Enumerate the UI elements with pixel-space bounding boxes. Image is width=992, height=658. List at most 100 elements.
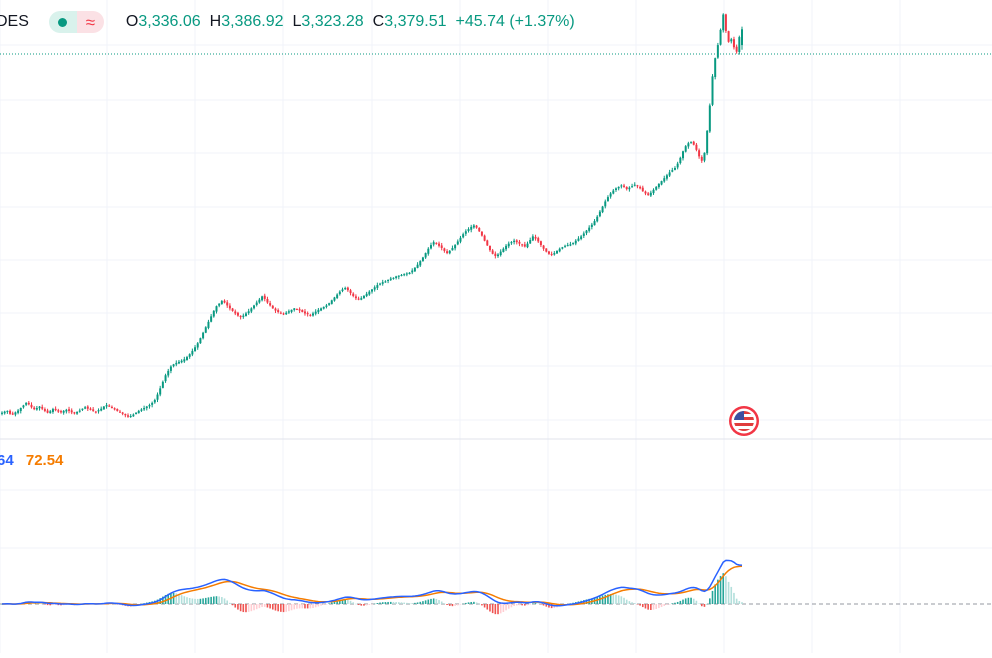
- histogram-bar: [644, 604, 647, 609]
- candle-body: [379, 283, 382, 285]
- data-delay-icon[interactable]: ≈: [76, 11, 104, 33]
- histogram-bar: [349, 600, 352, 604]
- macd-legend: 64 72.54: [0, 452, 63, 469]
- candle-body: [585, 230, 588, 234]
- candle-body: [38, 406, 41, 409]
- histogram-bar: [183, 596, 186, 604]
- histogram-bar: [178, 594, 180, 604]
- candle-body: [46, 410, 49, 413]
- histogram-bar: [676, 601, 679, 604]
- histogram-bar: [416, 602, 419, 604]
- candle-body: [435, 242, 438, 244]
- candle-body: [94, 411, 97, 413]
- candle-body: [633, 184, 636, 186]
- histogram-bar: [226, 600, 229, 604]
- histogram-bar: [515, 604, 518, 606]
- histogram-bar: [328, 603, 330, 604]
- histogram-bar: [470, 601, 473, 604]
- candle-body: [459, 237, 462, 242]
- histogram-bar: [387, 601, 389, 604]
- candle-body: [711, 76, 714, 105]
- histogram-bar: [424, 600, 427, 604]
- candle-body: [446, 251, 449, 254]
- candle-body: [708, 105, 711, 132]
- histogram-bar: [199, 598, 202, 604]
- candle-body: [628, 187, 631, 190]
- candle-body: [438, 243, 441, 246]
- symbol-name[interactable]: DES: [0, 13, 29, 30]
- candle-body: [604, 201, 607, 207]
- histogram-bar: [432, 598, 435, 604]
- candle-body: [65, 409, 68, 412]
- histogram-bar: [454, 604, 456, 606]
- histogram-bar: [625, 599, 628, 604]
- candle-body: [566, 245, 569, 247]
- macd-value: 64: [0, 452, 14, 469]
- us-flag-icon[interactable]: [729, 406, 759, 436]
- candle-body: [537, 238, 540, 242]
- candle-body: [322, 306, 325, 309]
- histogram-bar: [585, 599, 588, 604]
- candle-body: [381, 282, 384, 284]
- candle-body: [558, 248, 561, 252]
- close-value: 3,379.51: [384, 13, 447, 30]
- candle-body: [194, 347, 197, 352]
- candle-body: [330, 300, 333, 304]
- histogram-bar: [414, 602, 416, 604]
- candle-body: [639, 186, 642, 189]
- candle-body: [312, 313, 315, 316]
- histogram-bar: [298, 604, 301, 609]
- histogram-bar: [210, 596, 212, 604]
- histogram-bar: [44, 604, 46, 605]
- market-open-indicator[interactable]: [48, 11, 77, 33]
- candle-body: [70, 410, 73, 413]
- histogram-bar: [650, 604, 652, 610]
- histogram-bar: [271, 604, 274, 610]
- candle-body: [553, 253, 556, 255]
- candle-body: [207, 321, 210, 328]
- candle-body: [389, 278, 392, 280]
- histogram-bar: [379, 602, 381, 604]
- histogram-bar: [526, 604, 529, 606]
- market-status-pill[interactable]: ≈: [48, 11, 104, 33]
- candle-body: [27, 402, 30, 405]
- histogram-bar: [671, 603, 674, 604]
- histogram-bar: [38, 603, 41, 604]
- histogram-bar: [261, 604, 263, 608]
- candle-body: [690, 141, 693, 143]
- candle-body: [368, 291, 371, 295]
- candle-body: [547, 251, 550, 254]
- candle-body: [724, 14, 727, 31]
- candle-body: [191, 350, 194, 355]
- candle-body: [408, 272, 411, 275]
- histogram-bar: [229, 602, 231, 604]
- histogram-bar: [601, 595, 604, 604]
- candle-body: [127, 415, 130, 417]
- candle-body: [255, 302, 258, 305]
- candle-body: [341, 289, 344, 292]
- histogram-bar: [430, 598, 432, 604]
- candle-body: [652, 189, 655, 194]
- candle-body: [419, 261, 422, 266]
- candle-body: [271, 305, 274, 309]
- candle-body: [478, 227, 481, 232]
- candle-body: [499, 251, 502, 256]
- histogram-bar: [462, 603, 464, 605]
- candle-body: [344, 288, 347, 290]
- histogram-bar: [339, 600, 341, 604]
- candle-body: [440, 245, 443, 248]
- histogram-bar: [290, 604, 293, 611]
- candle-body: [17, 410, 20, 413]
- histogram-bar: [615, 594, 617, 604]
- candle-body: [397, 275, 400, 277]
- candle-body: [309, 314, 312, 316]
- candle-body: [43, 409, 46, 411]
- histogram-bar: [285, 604, 288, 612]
- histogram-bar: [250, 604, 253, 612]
- candle-body: [301, 310, 304, 312]
- candle-body: [164, 375, 167, 382]
- histogram-bar: [36, 603, 38, 604]
- candle-body: [137, 410, 140, 414]
